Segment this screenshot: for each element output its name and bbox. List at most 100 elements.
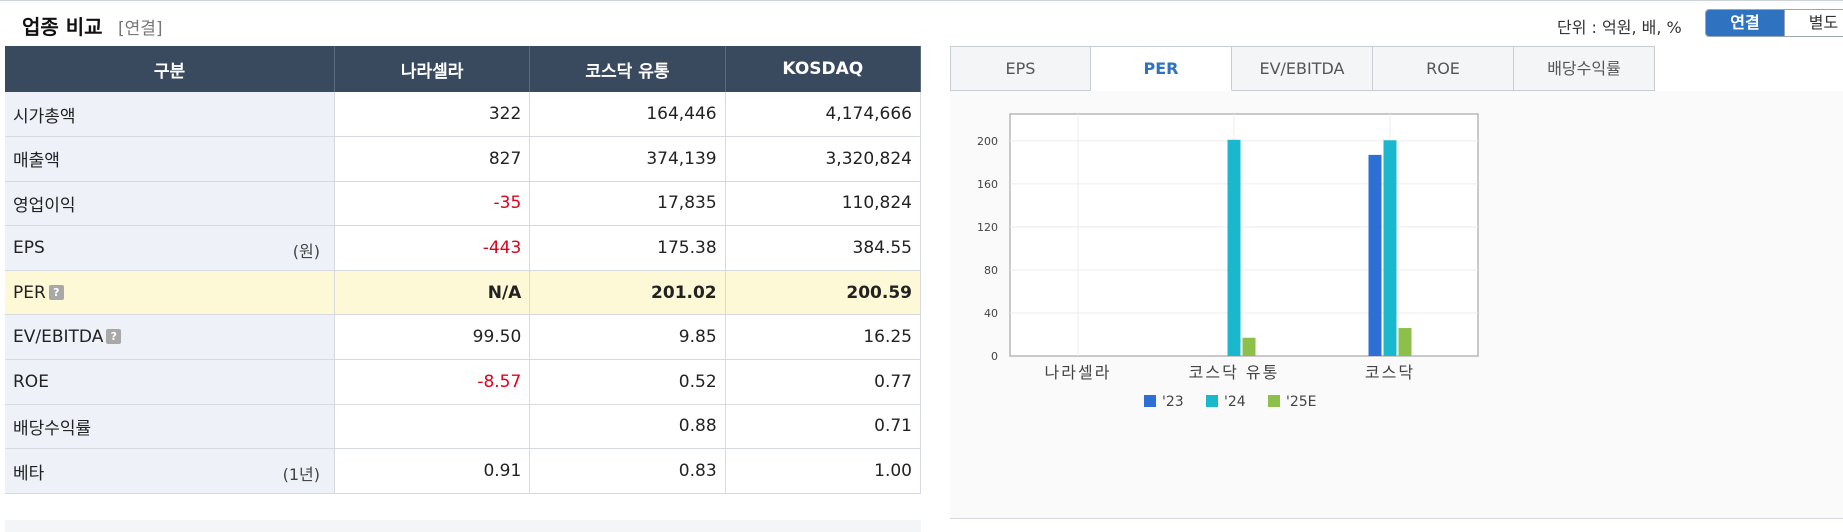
bar-23-2 [1368,154,1382,356]
cell-industry: 9.85 [529,314,726,361]
tab-per[interactable]: PER [1091,46,1232,91]
row-label-cell: PER? [5,270,335,316]
table-row: ROE -8.57 0.52 0.77 [5,359,922,405]
table-row: 매출액 827 374,139 3,320,824 [5,136,922,182]
row-label-cell: ROE [5,359,335,405]
cell-industry: 164,446 [529,92,726,138]
column-header-industry: 코스닥 유통 [529,46,726,92]
legend-swatch [1144,395,1156,407]
cell-industry: 201.02 [529,270,726,316]
y-tick-label: 120 [977,221,998,234]
legend-swatch [1206,395,1218,407]
table-header-row: 구분 나라셀라 코스닥 유통 KOSDAQ [5,46,922,92]
legend-label: '24 [1224,394,1246,410]
y-tick-label: 200 [977,135,998,148]
y-tick-label: 160 [977,178,998,191]
legend-label: '23 [1162,394,1184,410]
row-label: PER [13,282,46,303]
cell-industry: 0.88 [529,404,726,450]
cell-company: 99.50 [334,314,531,361]
chart-panel: 0 40 80 120 160 200 나라셀라 코스닥 유통 코스닥 '23 '24 '25E [950,91,1843,519]
column-header-category: 구분 [5,46,335,92]
x-tick-label: 나라셀라 [1045,363,1112,382]
table-row: 시가총액 322 164,446 4,174,666 [5,92,922,138]
row-label: EPS [13,238,45,259]
metric-tabs: EPS PER EV/EBITDA ROE 배당수익률 [950,46,1655,91]
table-row: 영업이익 -35 17,835 110,824 [5,181,922,227]
y-tick-label: 0 [991,350,998,363]
tab-ev-ebitda[interactable]: EV/EBITDA [1232,46,1373,91]
table-row: 배당수익률 0.88 0.71 [5,404,922,450]
table-row: 베타 (1년) 0.91 0.83 1.00 [5,448,922,494]
x-tick-label: 코스닥 유통 [1189,363,1280,382]
row-label-cell: 매출액 [5,136,335,182]
report-type-toggle: 연결 별도 [1705,9,1843,37]
tab-eps[interactable]: EPS [950,46,1091,91]
x-tick-label: 코스닥 [1365,363,1415,382]
cell-market: 16.25 [725,314,922,361]
cell-market: 0.77 [725,359,922,405]
cell-industry: 175.38 [529,225,726,271]
help-icon[interactable]: ? [106,329,122,345]
page-title: 업종 비교 [22,15,103,39]
cell-industry: 0.83 [529,448,726,494]
column-header-market: KOSDAQ [725,46,922,92]
cell-company: 827 [334,136,531,182]
cell-industry: 0.52 [529,359,726,405]
table-row: EV/EBITDA? 99.50 9.85 16.25 [5,314,922,361]
unit-label: 단위 : 억원, 배, % [1557,18,1682,37]
cell-market: 0.71 [725,404,922,450]
cell-industry: 374,139 [529,136,726,182]
bar-24-1 [1227,139,1241,356]
row-label: 영업이익 [13,195,76,216]
plot-area [1009,113,1479,357]
cell-company: N/A [334,270,531,316]
column-header-company: 나라셀라 [334,46,531,92]
y-tick-label: 40 [984,307,998,320]
cell-market: 1.00 [725,448,922,494]
row-label-cell: EPS (원) [5,225,335,271]
tab-dividend-yield[interactable]: 배당수익률 [1514,46,1655,91]
cell-company [334,404,531,450]
separate-button[interactable]: 별도 [1784,10,1843,36]
row-label-cell: 배당수익률 [5,404,335,450]
cell-market: 200.59 [725,270,922,316]
row-label: 베타 [13,463,45,484]
legend-label: '25E [1286,394,1317,410]
consolidated-button[interactable]: 연결 [1706,10,1784,36]
table-footer-strip [5,520,921,532]
table-row: EPS (원) -443 175.38 384.55 [5,225,922,271]
consolidated-label: [연결] [118,19,163,39]
cell-company: -35 [334,181,531,227]
table-row: PER? N/A 201.02 200.59 [5,270,922,316]
tab-roe[interactable]: ROE [1373,46,1514,91]
cell-market: 3,320,824 [725,136,922,182]
row-label: 매출액 [13,151,60,172]
row-label-cell: EV/EBITDA? [5,314,335,361]
row-label-cell: 영업이익 [5,181,335,227]
cell-company: -443 [334,225,531,271]
cell-market: 4,174,666 [725,92,922,138]
cell-industry: 17,835 [529,181,726,227]
row-label-cell: 베타 (1년) [5,448,335,494]
cell-company: 322 [334,92,531,138]
industry-comparison-table: 구분 나라셀라 코스닥 유통 KOSDAQ 시가총액 322 164,446 4,17… [5,46,922,494]
help-icon[interactable]: ? [48,284,64,300]
section-header: 업종 비교 [연결] 단위 : 억원, 배, % 연결 별도 [0,0,1843,46]
cell-market: 110,824 [725,181,922,227]
cell-company: 0.91 [334,448,531,494]
row-label-cell: 시가총액 [5,92,335,138]
bar-25E-1 [1242,337,1256,356]
legend-swatch [1268,395,1280,407]
row-label: 시가총액 [13,106,76,127]
cell-company: -8.57 [334,359,531,405]
bar-24-2 [1383,140,1397,356]
y-tick-label: 80 [984,264,998,277]
row-label: EV/EBITDA [13,327,104,348]
row-unit-label: (원) [292,242,320,262]
row-label: ROE [13,371,49,392]
row-label: 배당수익률 [13,418,92,439]
row-unit-label: (1년) [282,465,320,485]
bar-25E-2 [1398,328,1412,356]
cell-market: 384.55 [725,225,922,271]
